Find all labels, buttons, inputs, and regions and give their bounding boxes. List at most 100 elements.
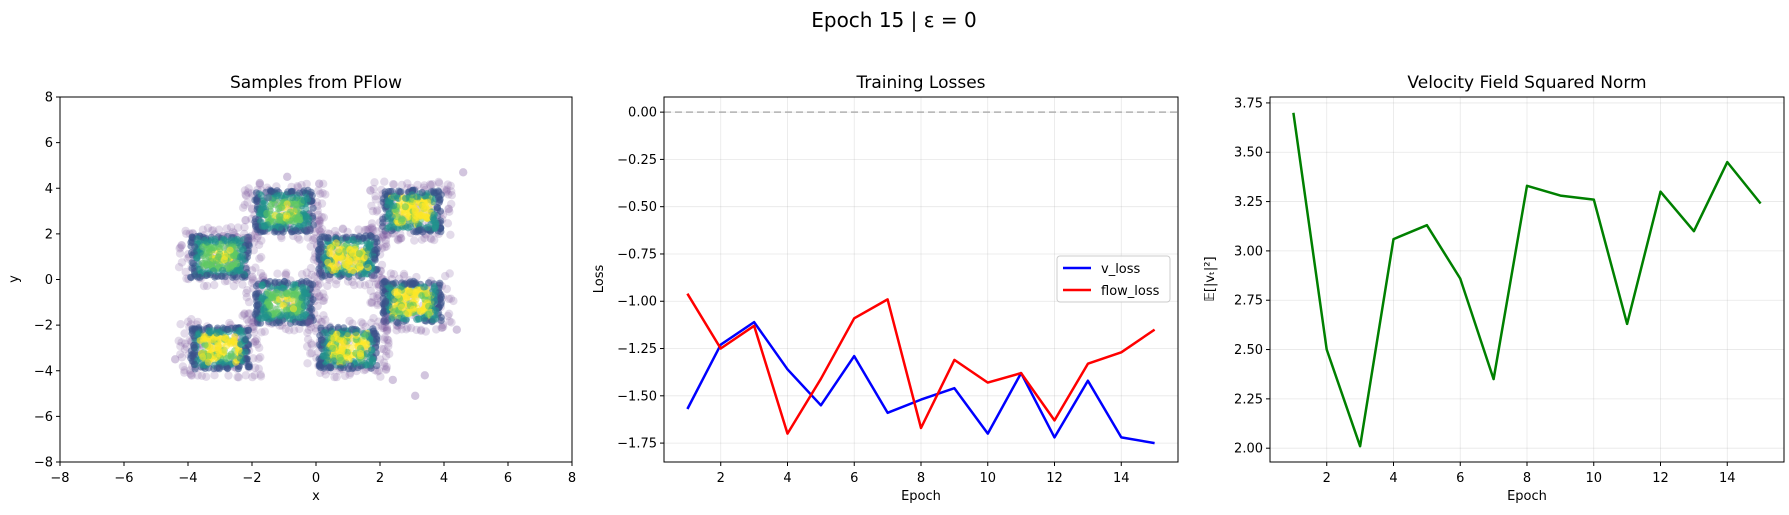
losses-legend: v_loss flow_loss	[1056, 255, 1171, 303]
sample-point	[316, 240, 324, 248]
sample-point	[303, 233, 312, 242]
sample-point	[402, 325, 411, 334]
sample-point	[319, 311, 328, 320]
sample-point	[361, 359, 369, 367]
sample-point	[368, 346, 376, 354]
sample-point	[255, 178, 264, 188]
sample-point	[270, 228, 279, 236]
figure-suptitle: Epoch 15 | ε = 0	[811, 8, 977, 32]
sample-point	[305, 319, 315, 328]
velocity-ylabel: 𝔼[|vₜ|²]	[1203, 256, 1218, 301]
sample-point	[283, 200, 291, 208]
sample-point	[321, 370, 330, 379]
sample-cluster	[238, 178, 330, 245]
sample-point	[373, 367, 382, 376]
sample-point	[315, 219, 324, 228]
sample-point	[203, 271, 211, 279]
sample-point	[402, 315, 410, 323]
sample-point	[297, 270, 307, 279]
sample-point	[417, 291, 425, 300]
sample-point	[386, 269, 396, 278]
sample-point	[421, 327, 430, 336]
sample-point	[309, 234, 319, 243]
sample-point	[317, 363, 325, 371]
sample-point	[404, 310, 412, 318]
sample-point	[253, 340, 262, 349]
sample-point	[380, 333, 389, 342]
sample-point	[215, 364, 223, 372]
sample-point	[307, 270, 316, 280]
sample-point	[385, 349, 394, 359]
sample-point	[356, 344, 364, 352]
sample-point	[382, 362, 391, 372]
sample-point	[420, 212, 428, 220]
sample-point	[318, 318, 327, 327]
sample-point	[180, 368, 189, 377]
sample-point	[316, 331, 324, 340]
sample-point	[257, 191, 265, 199]
sample-point	[257, 236, 266, 245]
sample-point	[313, 268, 323, 278]
sample-point	[244, 326, 253, 334]
sample-point	[213, 353, 221, 361]
losses-axes: 2 4 6 8 10 12 14 0.00 −0.25 −0.50 −0.75 −1.00 −1.25 −…	[617, 106, 1129, 486]
sample-point	[409, 305, 417, 313]
losses-ylabel: Loss	[592, 265, 607, 294]
sample-point	[240, 310, 249, 319]
sample-point	[193, 254, 201, 262]
sample-point	[444, 205, 453, 214]
sample-point	[229, 251, 238, 260]
sample-point	[299, 312, 307, 320]
sample-point	[318, 188, 327, 198]
sample-point	[238, 203, 248, 212]
sample-point	[435, 198, 443, 206]
sample-point	[314, 292, 324, 301]
sample-point	[235, 346, 243, 354]
outlier-point	[263, 193, 273, 202]
sample-point	[239, 233, 248, 243]
sample-point	[381, 365, 391, 375]
sample-point	[432, 307, 440, 315]
sample-point	[319, 213, 328, 222]
sample-point	[183, 317, 193, 326]
sample-point	[410, 236, 419, 245]
sample-point	[367, 223, 377, 232]
v-loss-line	[686, 320, 1155, 445]
sample-point	[365, 243, 374, 251]
sample-point	[377, 344, 387, 353]
sample-point	[348, 319, 357, 328]
sample-point	[378, 323, 387, 333]
sample-point	[254, 364, 263, 373]
outlier-point	[171, 355, 180, 364]
sample-point	[320, 233, 328, 241]
sample-point	[323, 281, 332, 291]
sample-point	[297, 180, 306, 190]
sample-point	[349, 249, 357, 257]
sample-point	[380, 316, 390, 326]
sample-point	[295, 213, 303, 221]
sample-point	[244, 297, 254, 307]
sample-point	[226, 246, 234, 254]
sample-point	[306, 225, 314, 233]
y-tick-label: 2.50	[1234, 343, 1263, 358]
sample-point	[315, 291, 324, 301]
sample-point	[187, 371, 196, 380]
sample-point	[238, 340, 246, 348]
sample-point	[444, 309, 454, 318]
outlier-point	[177, 241, 186, 250]
sample-point	[317, 224, 327, 234]
sample-point	[369, 327, 378, 335]
sample-point	[181, 226, 190, 236]
sample-point	[220, 243, 228, 251]
sample-point	[240, 309, 249, 318]
sample-point	[382, 242, 391, 251]
sample-point	[174, 263, 184, 272]
sample-point	[379, 231, 389, 240]
outlier-point	[366, 186, 375, 195]
sample-point	[188, 329, 196, 338]
sample-point	[374, 317, 383, 326]
sample-point	[317, 212, 326, 222]
sample-point	[290, 326, 299, 335]
sample-point	[382, 318, 390, 326]
